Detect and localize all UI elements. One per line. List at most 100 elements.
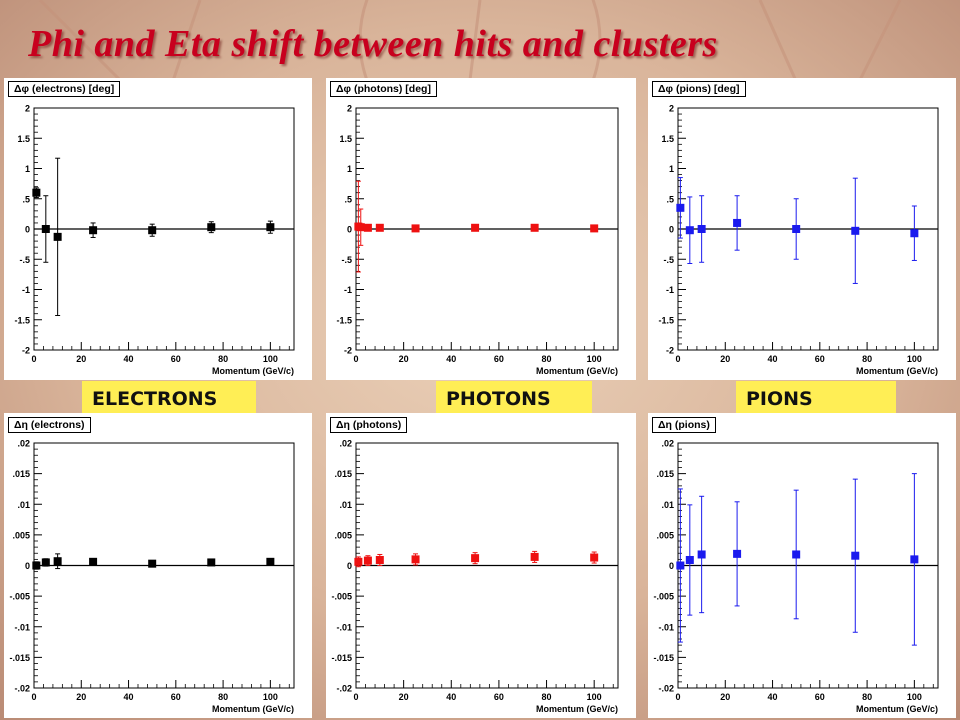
data-point xyxy=(411,224,420,233)
x-axis-label: Momentum (GeV/c) xyxy=(212,704,294,714)
y-tick-label: -.5 xyxy=(663,255,674,265)
x-tick-label: 0 xyxy=(31,692,36,702)
x-axis-label: Momentum (GeV/c) xyxy=(212,366,294,376)
data-point xyxy=(471,554,480,563)
y-tick-label: 0 xyxy=(347,225,352,235)
data-point xyxy=(590,224,599,233)
data-point xyxy=(53,557,62,566)
x-tick-label: 100 xyxy=(587,354,602,364)
data-point xyxy=(148,226,157,235)
y-tick-label: -2 xyxy=(344,346,352,356)
y-tick-label: .01 xyxy=(339,500,352,510)
data-point xyxy=(354,557,363,566)
y-tick-label: 0 xyxy=(25,561,30,571)
y-tick-label: -1 xyxy=(22,285,30,295)
data-point xyxy=(266,557,275,566)
y-tick-label: .005 xyxy=(12,530,30,540)
y-tick-label: .5 xyxy=(344,194,352,204)
y-tick-label: -.02 xyxy=(658,684,674,694)
data-point xyxy=(530,223,539,232)
y-tick-label: -1 xyxy=(344,285,352,295)
data-point xyxy=(207,223,216,232)
y-tick-label: -.015 xyxy=(653,653,674,663)
x-tick-label: 40 xyxy=(124,354,134,364)
y-tick-label: 2 xyxy=(669,104,674,114)
hist-title: Δφ (electrons) [deg] xyxy=(8,81,121,97)
label-photons: PHOTONS xyxy=(436,381,592,417)
label-pions: PIONS xyxy=(736,381,896,417)
hist-title: Δη (electrons) xyxy=(8,417,91,433)
y-tick-label: -.02 xyxy=(336,684,352,694)
y-tick-label: .02 xyxy=(339,439,352,449)
data-point xyxy=(471,223,480,232)
x-axis-label: Momentum (GeV/c) xyxy=(856,366,938,376)
y-tick-label: .005 xyxy=(334,530,352,540)
hist-title: Δη (photons) xyxy=(330,417,408,433)
y-tick-label: 2 xyxy=(347,104,352,114)
x-axis-label: Momentum (GeV/c) xyxy=(536,704,618,714)
data-point xyxy=(851,226,860,235)
x-tick-label: 40 xyxy=(124,692,134,702)
x-axis-label: Momentum (GeV/c) xyxy=(536,366,618,376)
chart-svg: -.02 -.015 -.01 -.005 0 .005 .01 .015 .02 0 20 40 60… xyxy=(331,439,619,714)
data-point xyxy=(375,223,384,232)
hist-title: Δφ (photons) [deg] xyxy=(330,81,437,97)
data-point xyxy=(733,218,742,227)
y-tick-label: 0 xyxy=(669,561,674,571)
x-tick-label: 80 xyxy=(542,354,552,364)
data-point xyxy=(53,232,62,241)
chart-deta-photons: -.02 -.015 -.01 -.005 0 .005 .01 .015 .02 0 20 40 60… xyxy=(326,413,636,718)
x-tick-label: 20 xyxy=(76,354,86,364)
x-tick-label: 80 xyxy=(542,692,552,702)
x-tick-label: 0 xyxy=(675,354,680,364)
y-tick-label: -.5 xyxy=(19,255,30,265)
data-point xyxy=(41,558,50,567)
x-tick-label: 80 xyxy=(862,354,872,364)
data-point xyxy=(685,555,694,564)
chart-deta-electrons: -.02 -.015 -.01 -.005 0 .005 .01 .015 .02 0 20 40 60… xyxy=(4,413,312,718)
x-tick-label: 0 xyxy=(353,354,358,364)
y-tick-label: 1.5 xyxy=(661,134,674,144)
y-tick-label: 1.5 xyxy=(17,134,30,144)
x-tick-label: 60 xyxy=(815,354,825,364)
data-point xyxy=(910,229,919,238)
x-tick-label: 20 xyxy=(399,354,409,364)
y-tick-label: -.02 xyxy=(14,684,30,694)
x-tick-label: 100 xyxy=(907,354,922,364)
chart-svg: -2-1.5-1-.50.511.520 20 40 60 80 100Momentum … xyxy=(14,104,295,376)
x-tick-label: 60 xyxy=(171,354,181,364)
data-point xyxy=(697,550,706,559)
y-tick-label: -.01 xyxy=(336,622,352,632)
data-point xyxy=(266,223,275,232)
chart-svg: -2-1.5-1-.50.511.520 20 40 60 80 100Momentum … xyxy=(658,104,939,376)
data-point xyxy=(697,225,706,233)
data-point xyxy=(375,555,384,564)
y-tick-label: -2 xyxy=(666,346,674,356)
data-point xyxy=(363,223,372,232)
data-point xyxy=(792,225,801,233)
x-tick-label: 0 xyxy=(353,692,358,702)
y-tick-label: 1.5 xyxy=(339,134,352,144)
y-tick-label: 1 xyxy=(25,164,30,174)
x-tick-label: 0 xyxy=(675,692,680,702)
y-tick-label: -1.5 xyxy=(658,315,674,325)
y-tick-label: 1 xyxy=(347,164,352,174)
data-point xyxy=(851,551,860,560)
data-point xyxy=(910,555,919,564)
x-tick-label: 100 xyxy=(907,692,922,702)
y-tick-label: 0 xyxy=(25,225,30,235)
chart-dphi-pions: -2 -1.5 -1 -.5 0.5 1 1.5 2 0 20 40 60 80 100 Momentum … xyxy=(648,78,956,380)
slide-title: Phi and Eta shift between hits and clust… xyxy=(28,23,718,65)
data-point xyxy=(89,557,98,566)
data-point xyxy=(89,226,98,235)
y-tick-label: -1.5 xyxy=(14,315,30,325)
y-tick-label: .02 xyxy=(17,439,30,449)
x-tick-label: 40 xyxy=(446,692,456,702)
y-tick-label: .005 xyxy=(656,530,674,540)
y-tick-label: .015 xyxy=(656,469,674,479)
y-tick-label: 1 xyxy=(669,164,674,174)
x-tick-label: 100 xyxy=(263,354,278,364)
data-point xyxy=(685,226,694,235)
y-tick-label: -.01 xyxy=(658,622,674,632)
y-tick-label: .01 xyxy=(661,500,674,510)
